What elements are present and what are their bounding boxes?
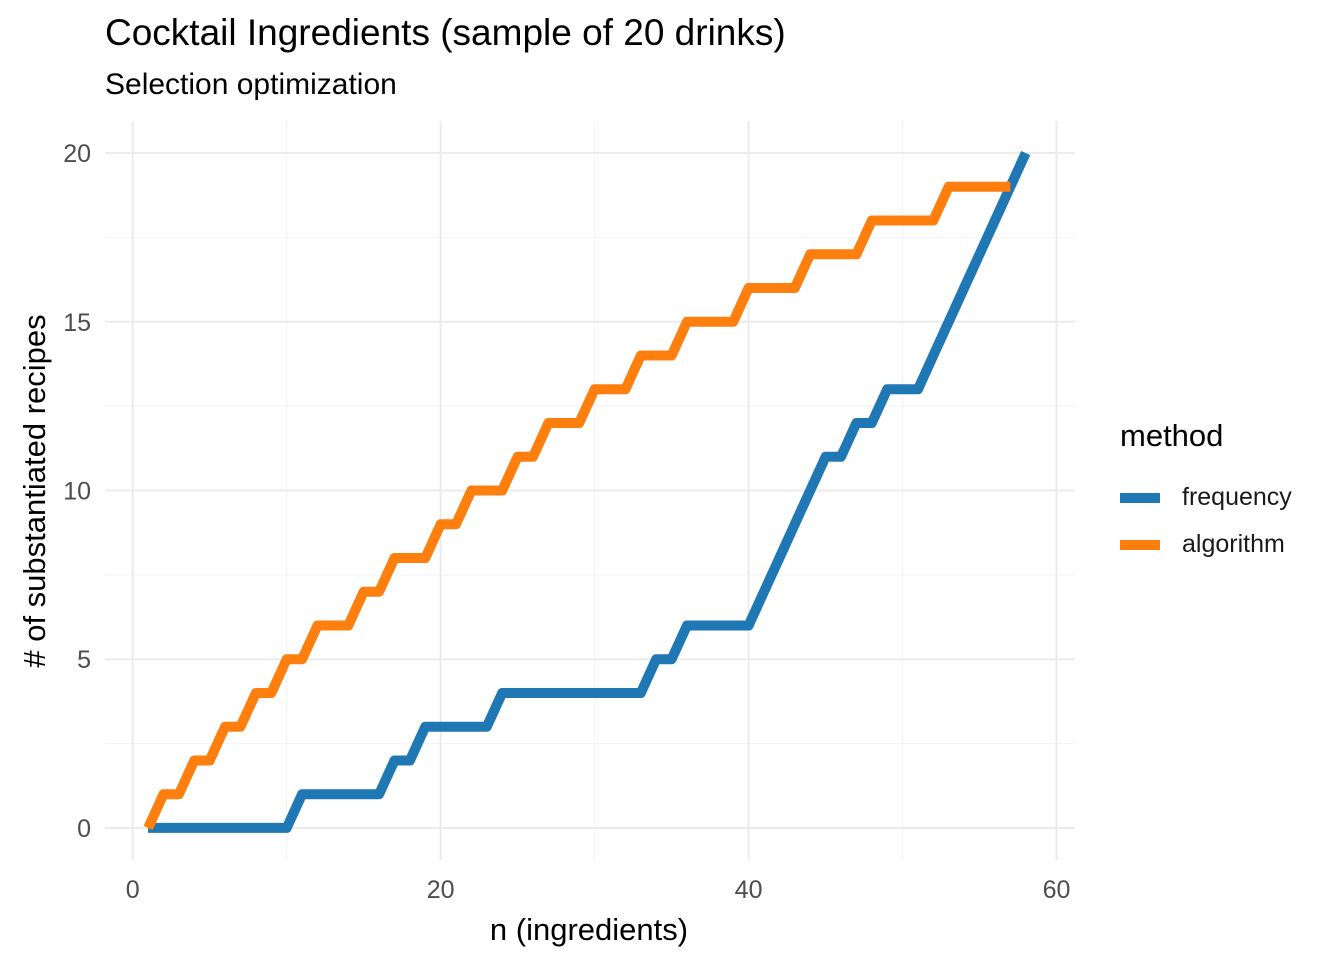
legend-key-frequency bbox=[1120, 492, 1160, 503]
series-line-frequency bbox=[148, 151, 1031, 833]
y-tick-label: 0 bbox=[77, 815, 91, 843]
y-tick-label: 20 bbox=[63, 140, 91, 168]
chart-subtitle: Selection optimization bbox=[105, 68, 397, 101]
y-tick-label: 15 bbox=[63, 309, 91, 337]
legend-item-algorithm: algorithm bbox=[1120, 521, 1292, 568]
y-tick-label: 5 bbox=[77, 646, 91, 674]
series-line-algorithm bbox=[143, 181, 1011, 830]
tick-labels: 0 20 40 60 0 5 10 15 20 bbox=[63, 140, 1070, 904]
grid bbox=[105, 121, 1075, 860]
legend-title: method bbox=[1120, 418, 1224, 453]
x-tick-label: 20 bbox=[427, 876, 455, 904]
legend-key-algorithm bbox=[1120, 539, 1160, 550]
y-axis-label: # of substantiated recipes bbox=[17, 314, 52, 667]
x-tick-label: 60 bbox=[1043, 876, 1071, 904]
y-tick-label: 10 bbox=[63, 478, 91, 506]
x-tick-label: 0 bbox=[126, 876, 140, 904]
legend-label-frequency: frequency bbox=[1182, 483, 1292, 511]
series-lines bbox=[143, 151, 1031, 833]
legend-item-frequency: frequency bbox=[1120, 474, 1292, 521]
x-tick-label: 40 bbox=[735, 876, 763, 904]
legend: method frequency algorithm bbox=[1120, 418, 1292, 568]
legend-label-algorithm: algorithm bbox=[1182, 530, 1285, 558]
chart-title: Cocktail Ingredients (sample of 20 drink… bbox=[105, 12, 786, 53]
x-axis-label: n (ingredients) bbox=[490, 912, 688, 947]
